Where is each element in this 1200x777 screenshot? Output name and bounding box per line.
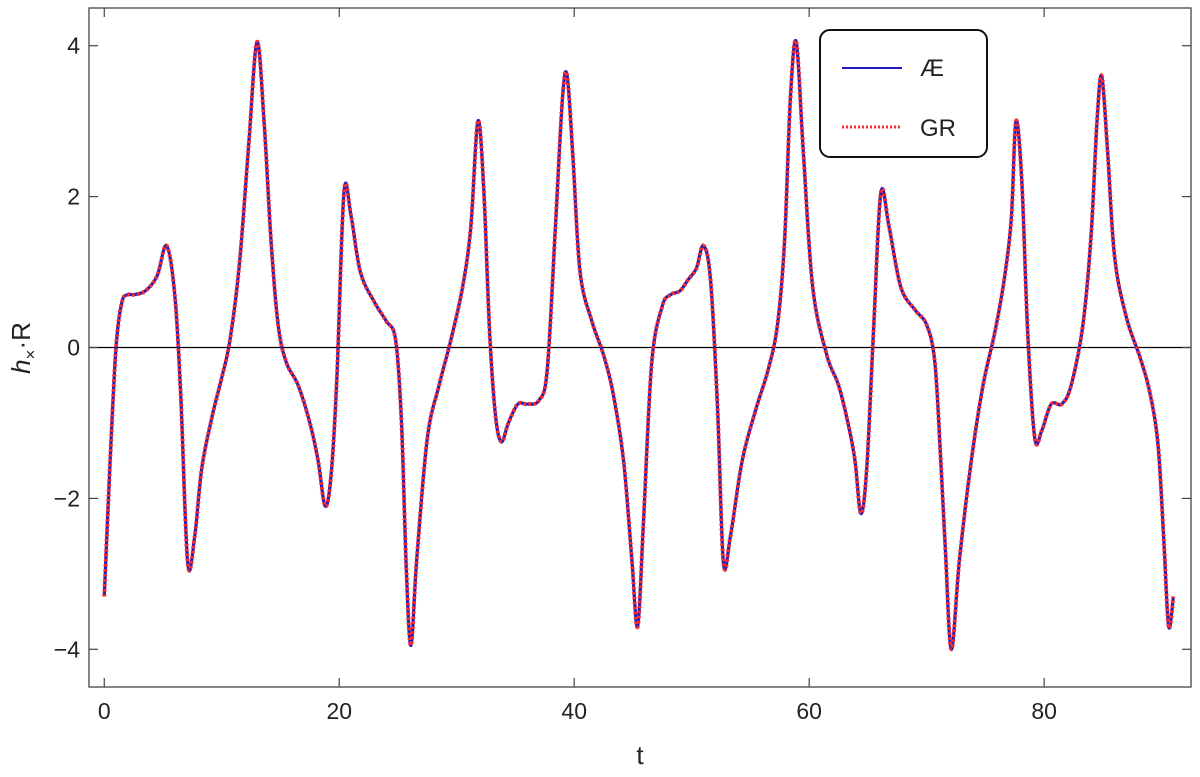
y-tick-label: 0 [67,335,80,361]
y-tick-label: −4 [54,636,80,662]
y-axis-title-rest: ·R [6,322,36,349]
x-tick-label: 20 [326,698,352,724]
x-tick-label: 60 [796,698,822,724]
legend-label-ae: Æ [920,55,944,82]
legend-label-gr: GR [920,115,956,142]
y-tick-label: 2 [67,184,80,210]
y-axis-title: h×·R [6,322,40,374]
y-tick-label: 4 [67,33,80,59]
y-tick-label: −2 [54,485,80,511]
y-axis-title-subscript: × [21,350,40,360]
x-axis-title: t [636,740,644,770]
legend: Æ GR [819,29,988,158]
series-layer [102,38,1176,652]
y-axis-title-main: h [6,359,36,373]
x-tick-label: 40 [561,698,587,724]
tick-layer: 0 20 40 60 80 −4 −2 0 2 4 [54,8,1191,724]
legend-box [819,29,988,158]
x-tick-label: 0 [98,698,111,724]
x-tick-label: 80 [1031,698,1057,724]
series-line-ae [102,38,1175,651]
